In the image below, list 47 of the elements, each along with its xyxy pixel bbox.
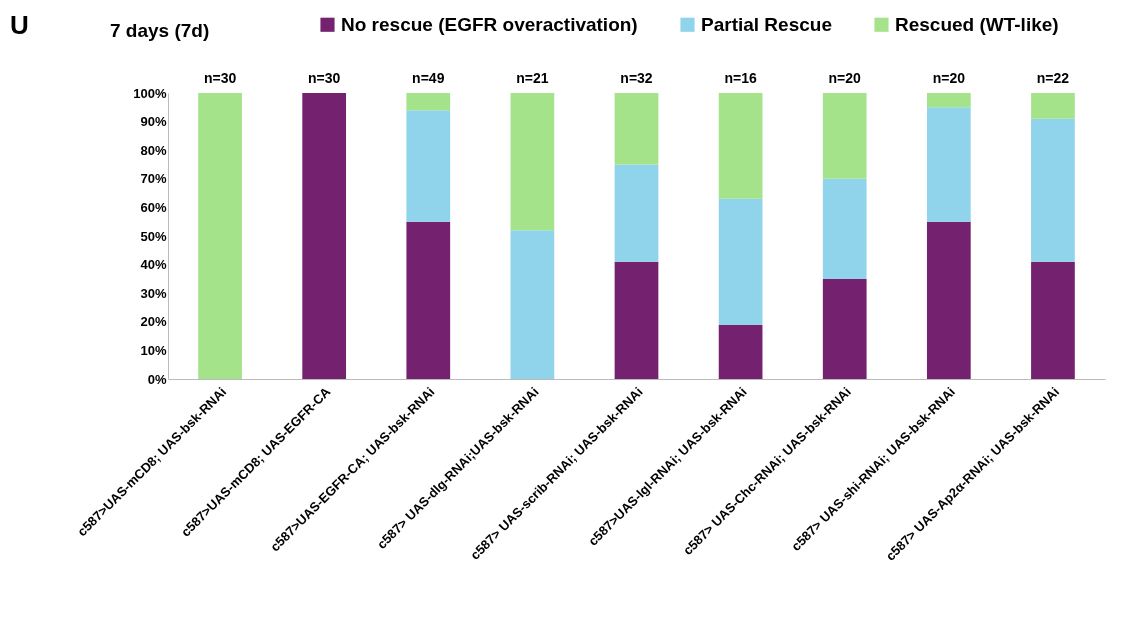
bar — [718, 324, 763, 379]
bar — [302, 93, 347, 379]
bar — [718, 198, 763, 325]
bar — [718, 93, 763, 199]
bar — [510, 230, 555, 379]
bar — [926, 107, 971, 222]
bar — [614, 261, 659, 379]
legend-label: Rescued (WT-like) — [895, 13, 1059, 35]
y-tick-label: 50% — [140, 228, 167, 244]
y-tick-label: 10% — [140, 342, 167, 358]
annotation: n=20 — [828, 70, 862, 86]
bar — [926, 93, 971, 108]
y-tick-label: 100% — [133, 85, 167, 101]
legend-label: No rescue (EGFR overactivation) — [341, 13, 638, 35]
y-tick-label: 60% — [140, 199, 167, 215]
bar — [198, 93, 242, 379]
y-tick-label: 90% — [140, 114, 167, 130]
bar — [406, 110, 451, 222]
annotation: n=30 — [308, 70, 341, 86]
text: U — [10, 10, 29, 40]
annotation: n=32 — [620, 70, 653, 86]
bar — [926, 221, 971, 379]
bar — [1031, 261, 1075, 379]
y-tick-label: 20% — [140, 314, 167, 330]
annotation: n=22 — [1036, 70, 1070, 86]
y-tick-label: 80% — [140, 142, 167, 158]
bar — [822, 278, 867, 379]
bar — [406, 93, 451, 111]
annotation: n=20 — [932, 70, 966, 86]
bar — [406, 221, 451, 379]
bar — [510, 93, 555, 231]
annotation: n=21 — [516, 70, 549, 86]
chart-title: 7 days (7d) — [110, 20, 210, 41]
bar — [614, 93, 659, 165]
bar — [1031, 93, 1075, 119]
annotation: n=16 — [724, 70, 757, 86]
bar — [1031, 118, 1075, 262]
y-tick-label: 40% — [140, 257, 167, 273]
bar — [822, 93, 867, 179]
legend-label: Partial Rescue — [701, 13, 832, 35]
annotation: n=30 — [203, 70, 237, 86]
y-tick-label: 70% — [140, 171, 167, 187]
y-tick-label: 30% — [140, 285, 167, 301]
y-tick-label: 0% — [147, 371, 167, 387]
annotation: n=49 — [412, 70, 445, 86]
bar — [822, 178, 867, 279]
bar — [614, 164, 659, 262]
